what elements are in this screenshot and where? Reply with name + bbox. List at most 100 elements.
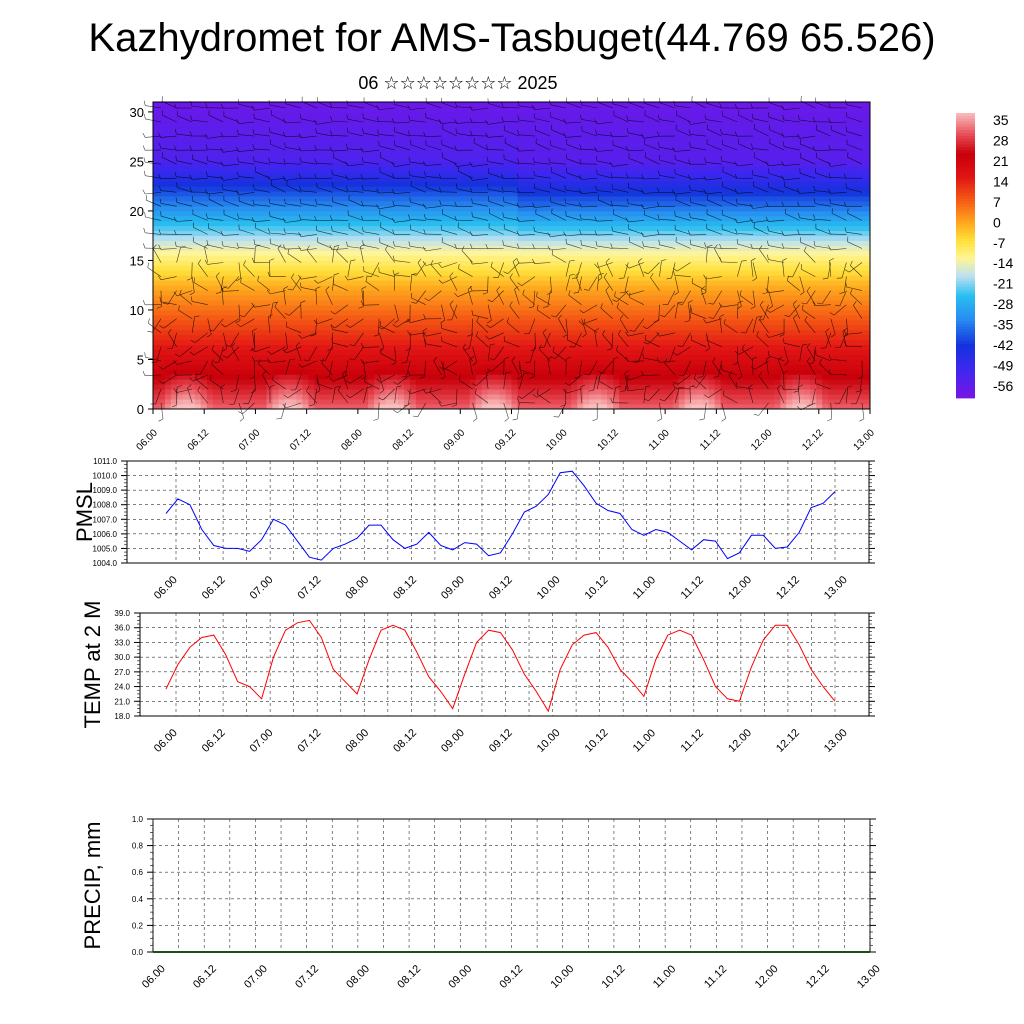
- temperature-cell: [260, 235, 267, 242]
- temperature-cell: [487, 374, 494, 380]
- temperature-cell: [308, 364, 315, 370]
- temperature-cell: [392, 275, 399, 281]
- temperature-cell: [254, 374, 261, 380]
- temperature-cell: [463, 141, 471, 147]
- temperature-cell: [326, 146, 333, 152]
- temperature-cell: [362, 106, 369, 113]
- temperature-cell: [541, 384, 548, 390]
- temperature-cell: [415, 349, 423, 355]
- temperature-cell: [284, 374, 291, 380]
- temperature-cell: [421, 404, 429, 410]
- temperature-cell: [224, 215, 232, 222]
- temperature-cell: [218, 210, 226, 217]
- temperature-cell: [272, 146, 279, 152]
- temperature-cell: [182, 349, 190, 355]
- temperature-cell: [164, 181, 172, 187]
- temperature-cell: [487, 215, 494, 222]
- temperature-cell: [320, 290, 327, 296]
- temperature-cell: [362, 215, 369, 222]
- temperature-cell: [415, 156, 423, 162]
- temperature-cell: [182, 295, 190, 301]
- temperature-cell: [332, 205, 339, 212]
- temperature-cell: [415, 176, 423, 182]
- temperature-cell: [439, 151, 447, 157]
- temperature-cell: [278, 305, 285, 311]
- temperature-cell: [553, 344, 560, 350]
- temperature-cell: [380, 265, 387, 271]
- temperature-cell: [415, 314, 423, 321]
- temperature-cell: [589, 205, 596, 212]
- temperature-cell: [392, 116, 399, 123]
- temperature-cell: [577, 186, 584, 192]
- temperature-cell: [350, 260, 357, 266]
- temperature-cell: [589, 191, 596, 197]
- temperature-cell: [577, 324, 584, 331]
- temperature-cell: [242, 270, 250, 276]
- temperature-cell: [218, 205, 226, 212]
- temperature-cell: [290, 102, 297, 108]
- temperature-cell: [200, 171, 208, 177]
- temperature-cell: [314, 260, 321, 266]
- temperature-cell: [153, 106, 160, 113]
- temperature-cell: [153, 295, 160, 301]
- temperature-cell: [589, 280, 596, 286]
- temperature-cell: [427, 245, 435, 251]
- temperature-cell: [194, 191, 202, 197]
- temperature-cell: [236, 230, 244, 237]
- temperature-cell: [266, 111, 273, 118]
- temperature-cell: [469, 389, 477, 395]
- temperature-cell: [254, 201, 261, 207]
- temperature-cell: [182, 126, 190, 133]
- temperature-cell: [451, 354, 459, 360]
- temperature-cell: [469, 176, 477, 182]
- temperature-cell: [457, 156, 465, 162]
- temperature-cell: [314, 245, 321, 251]
- temperature-cell: [254, 171, 261, 177]
- temperature-cell: [266, 225, 273, 232]
- temperature-cell: [182, 156, 190, 162]
- temperature-cell: [457, 305, 465, 311]
- temperature-cell: [499, 354, 506, 360]
- temperature-cell: [392, 225, 399, 232]
- temperature-cell: [326, 319, 333, 326]
- temperature-cell: [200, 131, 208, 138]
- temperature-cell: [290, 260, 297, 266]
- temperature-cell: [511, 141, 518, 147]
- temperature-cell: [547, 314, 554, 321]
- temperature-cell: [517, 319, 524, 326]
- temperature-cell: [296, 240, 303, 246]
- temperature-cell: [392, 285, 399, 291]
- temperature-cell: [380, 260, 387, 266]
- temperature-cell: [362, 240, 369, 246]
- temperature-cell: [386, 116, 393, 123]
- temperature-cell: [272, 404, 279, 410]
- temperature-cell: [625, 131, 632, 138]
- temperature-cell: [421, 384, 429, 390]
- temperature-cell: [314, 210, 321, 217]
- temperature-cell: [362, 235, 369, 242]
- temperature-cell: [356, 384, 363, 390]
- temperature-cell: [362, 270, 369, 276]
- temperature-cell: [374, 186, 381, 192]
- temperature-cell: [338, 339, 345, 346]
- temperature-cell: [392, 245, 399, 251]
- temperature-cell: [218, 399, 226, 405]
- temperature-cell: [254, 339, 261, 346]
- temperature-cell: [212, 384, 220, 390]
- temperature-cell: [200, 196, 208, 202]
- temperature-cell: [338, 210, 345, 217]
- temperature-cell: [386, 151, 393, 157]
- temperature-cell: [427, 225, 435, 232]
- temperature-cell: [320, 300, 327, 306]
- temperature-cell: [326, 126, 333, 133]
- temperature-cell: [457, 389, 465, 395]
- temperature-cell: [613, 171, 620, 177]
- temperature-cell: [350, 151, 357, 157]
- temperature-cell: [272, 161, 279, 167]
- temperature-cell: [326, 220, 333, 227]
- temperature-cell: [625, 379, 632, 385]
- temperature-cell: [409, 215, 417, 222]
- temperature-cell: [278, 126, 285, 133]
- temperature-cell: [386, 260, 393, 266]
